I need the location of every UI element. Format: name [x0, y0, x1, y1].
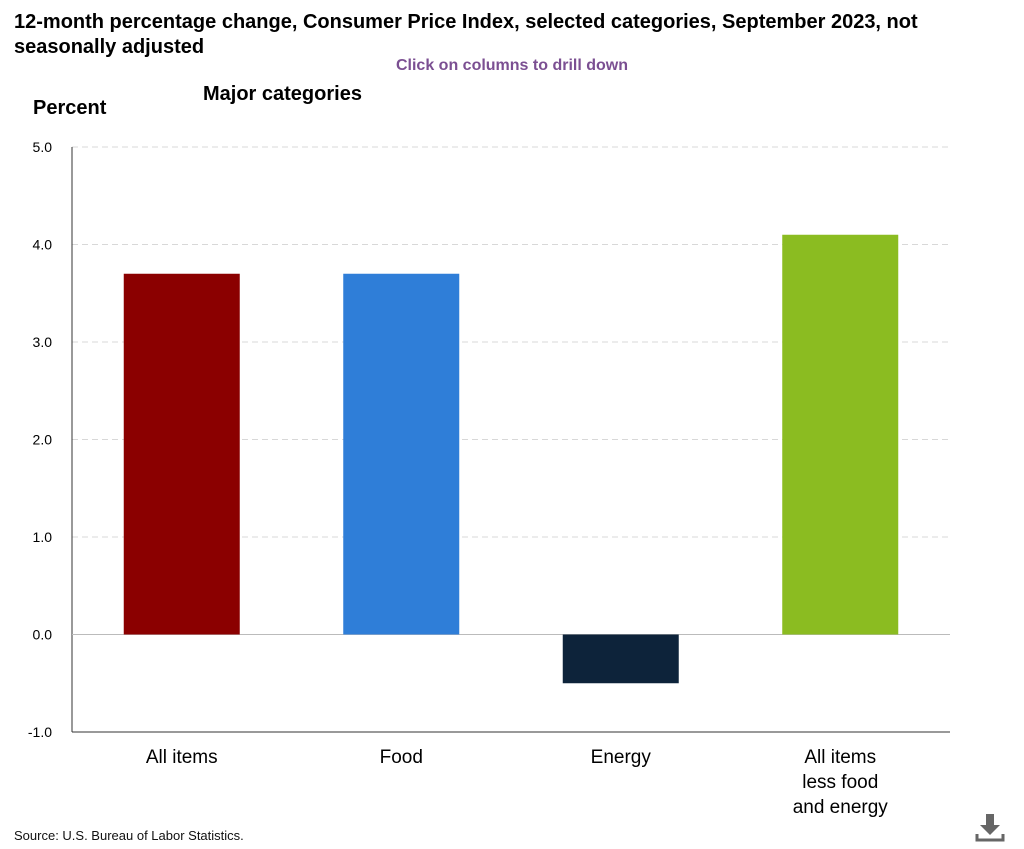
y-tick-label: 5.0	[33, 139, 53, 155]
x-tick-label: All items	[804, 747, 876, 768]
bar-all-items-less-food-and-energy[interactable]	[782, 234, 899, 635]
bar-energy[interactable]	[562, 634, 679, 684]
y-tick-label: 2.0	[33, 432, 53, 448]
x-tick-label: Energy	[591, 747, 652, 768]
y-tick-label: -1.0	[28, 724, 52, 740]
y-tick-label: 1.0	[33, 529, 53, 545]
x-tick-label: Food	[380, 747, 423, 768]
chart-subtitle: Major categories	[203, 83, 362, 105]
x-tick-label: less food	[802, 772, 878, 793]
y-tick-label: 3.0	[33, 334, 53, 350]
x-tick-label: and energy	[793, 797, 889, 818]
x-tick-label: All items	[146, 747, 218, 768]
y-axis-label: Percent	[33, 97, 107, 119]
chart-title: 12-month percentage change, Consumer Pri…	[14, 11, 918, 58]
y-tick-label: 4.0	[33, 237, 53, 253]
bar-all-items[interactable]	[123, 273, 240, 635]
source-note: Source: U.S. Bureau of Labor Statistics.	[14, 828, 244, 843]
drill-down-hint[interactable]: Click on columns to drill down	[395, 57, 628, 74]
y-tick-label: 0.0	[33, 627, 53, 643]
download-icon	[975, 814, 1005, 842]
download-button[interactable]	[973, 810, 1007, 844]
bar-food[interactable]	[343, 273, 460, 635]
